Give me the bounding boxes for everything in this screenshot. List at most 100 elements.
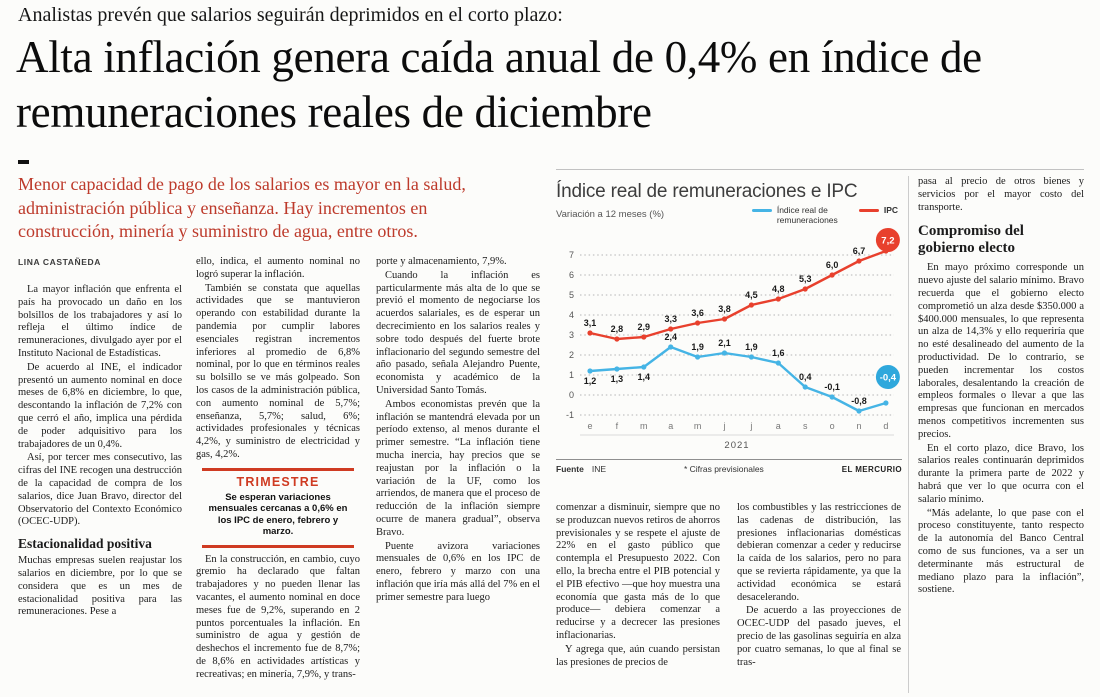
svg-text:2,9: 2,9 bbox=[638, 322, 651, 332]
svg-text:1,6: 1,6 bbox=[772, 348, 785, 358]
chart-svg: 7 6 5 4 3 2 1 0 -1 e f m a m j j a s o n d 2021 1,2 1,3 1,4 2,4 1,… bbox=[566, 228, 900, 451]
section-heading-compromiso: Compromiso del gobierno electo bbox=[918, 223, 1024, 257]
legend-label: IPC bbox=[883, 205, 898, 215]
legend-item-ipc: IPC bbox=[858, 205, 898, 225]
svg-text:3: 3 bbox=[569, 330, 574, 340]
chart-source-label: Fuente bbox=[556, 464, 584, 474]
section-marker bbox=[18, 160, 29, 164]
body-paragraph: En la construcción, en cambio, cuyo grem… bbox=[196, 553, 360, 680]
body-paragraph: Cuando la inflación es particularmente m… bbox=[376, 269, 540, 396]
svg-text:2,1: 2,1 bbox=[718, 338, 731, 348]
section-heading-estacionalidad: Estacionalidad positiva bbox=[18, 536, 152, 552]
body-paragraph: ello, indica, el aumento nominal no logr… bbox=[196, 256, 360, 280]
svg-text:6,0: 6,0 bbox=[826, 260, 839, 270]
svg-text:0: 0 bbox=[569, 390, 574, 400]
svg-text:1,2: 1,2 bbox=[584, 376, 597, 386]
body-paragraph: En el corto plazo, dice Bravo, los salar… bbox=[918, 442, 1084, 505]
svg-text:e: e bbox=[587, 421, 592, 431]
subhead: Menor capacidad de pago de los salarios … bbox=[18, 174, 466, 241]
body-paragraph: De acuerdo al INE, el indicador presentó… bbox=[18, 361, 182, 450]
svg-text:1,4: 1,4 bbox=[638, 372, 651, 382]
svg-text:2,4: 2,4 bbox=[664, 332, 677, 342]
body-paragraph: pasa al precio de otros bienes y servici… bbox=[918, 176, 1084, 213]
chart-title: Índice real de remuneraciones e IPC bbox=[556, 181, 858, 202]
svg-text:4,5: 4,5 bbox=[745, 290, 758, 300]
chart-header: Variación a 12 meses (%) Índice real de … bbox=[556, 205, 902, 225]
svg-text:4,8: 4,8 bbox=[772, 284, 785, 294]
svg-text:6,7: 6,7 bbox=[853, 246, 866, 256]
horizontal-rule bbox=[556, 169, 1084, 170]
svg-text:f: f bbox=[616, 421, 619, 431]
article-column-2: ello, indica, el aumento nominal no logr… bbox=[196, 256, 360, 693]
trimestre-box: TRIMESTRE Se esperan variaciones mensual… bbox=[202, 467, 354, 548]
svg-text:7,2: 7,2 bbox=[881, 236, 894, 247]
svg-text:-0,8: -0,8 bbox=[851, 396, 867, 406]
trimestre-box-text: Se esperan variaciones mensuales cercana… bbox=[208, 491, 348, 538]
svg-text:3,1: 3,1 bbox=[584, 318, 597, 328]
svg-text:a: a bbox=[668, 421, 673, 431]
svg-text:j: j bbox=[723, 421, 726, 431]
svg-text:0,4: 0,4 bbox=[799, 372, 812, 382]
chart-footer: Fuente INE * Cifras previsionales EL MERC… bbox=[556, 459, 902, 474]
svg-text:4: 4 bbox=[569, 310, 574, 320]
body-paragraph: comenzar a disminuir, siempre que no se … bbox=[556, 502, 720, 641]
svg-text:d: d bbox=[883, 421, 888, 431]
svg-text:-0,4: -0,4 bbox=[880, 373, 897, 384]
svg-text:3,3: 3,3 bbox=[664, 314, 677, 324]
body-paragraph: Así, por tercer mes consecutivo, las cif… bbox=[18, 452, 182, 528]
svg-text:2: 2 bbox=[569, 350, 574, 360]
body-paragraph: De acuerdo a las proyecciones de OCEC-UD… bbox=[737, 605, 901, 668]
body-paragraph: porte y almacenamiento, 7,9%. bbox=[376, 256, 507, 267]
body-paragraph: Y agrega que, aún cuando persistan las p… bbox=[556, 643, 720, 668]
svg-text:n: n bbox=[856, 421, 861, 431]
article-column-3: porte y almacenamiento, 7,9%. Cuando la … bbox=[376, 256, 540, 693]
chart-source-value: INE bbox=[591, 464, 607, 474]
svg-text:5,3: 5,3 bbox=[799, 274, 812, 284]
svg-text:1,3: 1,3 bbox=[611, 374, 624, 384]
svg-text:1,9: 1,9 bbox=[691, 342, 704, 352]
body-paragraph: En mayo próximo corresponde un nuevo aju… bbox=[918, 262, 1084, 440]
svg-text:-1: -1 bbox=[566, 410, 574, 420]
article-column-5: los combustibles y las restricciones de … bbox=[737, 502, 901, 693]
svg-text:3,8: 3,8 bbox=[718, 304, 731, 314]
headline: Alta inflación genera caída anual de 0,4… bbox=[16, 32, 982, 137]
chart-source: Fuente INE bbox=[556, 464, 606, 474]
svg-text:o: o bbox=[830, 421, 835, 431]
body-paragraph: Muchas empresas suelen reajustar los sal… bbox=[18, 555, 182, 618]
article-column-4: comenzar a disminuir, siempre que no se … bbox=[556, 502, 720, 693]
svg-text:2,8: 2,8 bbox=[611, 324, 624, 334]
chart-credit: EL MERCURIO bbox=[841, 465, 902, 474]
chart-note: * Cifras previsionales bbox=[683, 464, 764, 474]
body-paragraph: los combustibles y las restricciones de … bbox=[737, 502, 901, 603]
byline: LINA CASTAÑEDA bbox=[18, 257, 102, 267]
article-column-6: pasa al precio de otros bienes y servici… bbox=[918, 176, 1084, 693]
chart-legend: Índice real de remuneraciones IPC bbox=[751, 205, 902, 225]
chart-block: Índice real de remuneraciones e IPC Vari… bbox=[556, 176, 902, 474]
svg-text:1: 1 bbox=[569, 370, 574, 380]
body-paragraph: “Más adelante, lo que pase con el proces… bbox=[918, 507, 1084, 596]
body-paragraph: La mayor inflación que enfrenta el país … bbox=[18, 284, 182, 359]
legend-label: Índice real de remuneraciones bbox=[776, 205, 838, 225]
svg-text:7: 7 bbox=[569, 250, 574, 260]
vertical-rule bbox=[908, 176, 909, 693]
svg-text:6: 6 bbox=[569, 270, 574, 280]
legend-swatch-ipc bbox=[858, 209, 879, 212]
trimestre-box-title: TRIMESTRE bbox=[236, 474, 320, 489]
body-paragraph: También se constata que aquellas activid… bbox=[196, 282, 360, 460]
svg-text:3,6: 3,6 bbox=[691, 308, 704, 318]
body-paragraph: Ambos economistas prevén que la inflació… bbox=[376, 398, 540, 538]
chart-subtitle: Variación a 12 meses (%) bbox=[556, 209, 665, 220]
legend-swatch-remuneraciones bbox=[751, 209, 772, 212]
svg-text:j: j bbox=[749, 421, 752, 431]
svg-text:5: 5 bbox=[569, 290, 574, 300]
body-paragraph: Puente avizora variaciones mensuales de … bbox=[376, 540, 540, 603]
kicker: Analistas prevén que salarios seguirán d… bbox=[18, 4, 563, 26]
svg-text:m: m bbox=[694, 421, 702, 431]
svg-text:2021: 2021 bbox=[724, 440, 749, 451]
svg-text:1,9: 1,9 bbox=[745, 342, 758, 352]
svg-text:-0,1: -0,1 bbox=[824, 382, 840, 392]
article-column-1: La mayor inflación que enfrenta el país … bbox=[18, 284, 182, 693]
legend-item-remuneraciones: Índice real de remuneraciones bbox=[751, 205, 847, 225]
svg-text:a: a bbox=[776, 421, 781, 431]
